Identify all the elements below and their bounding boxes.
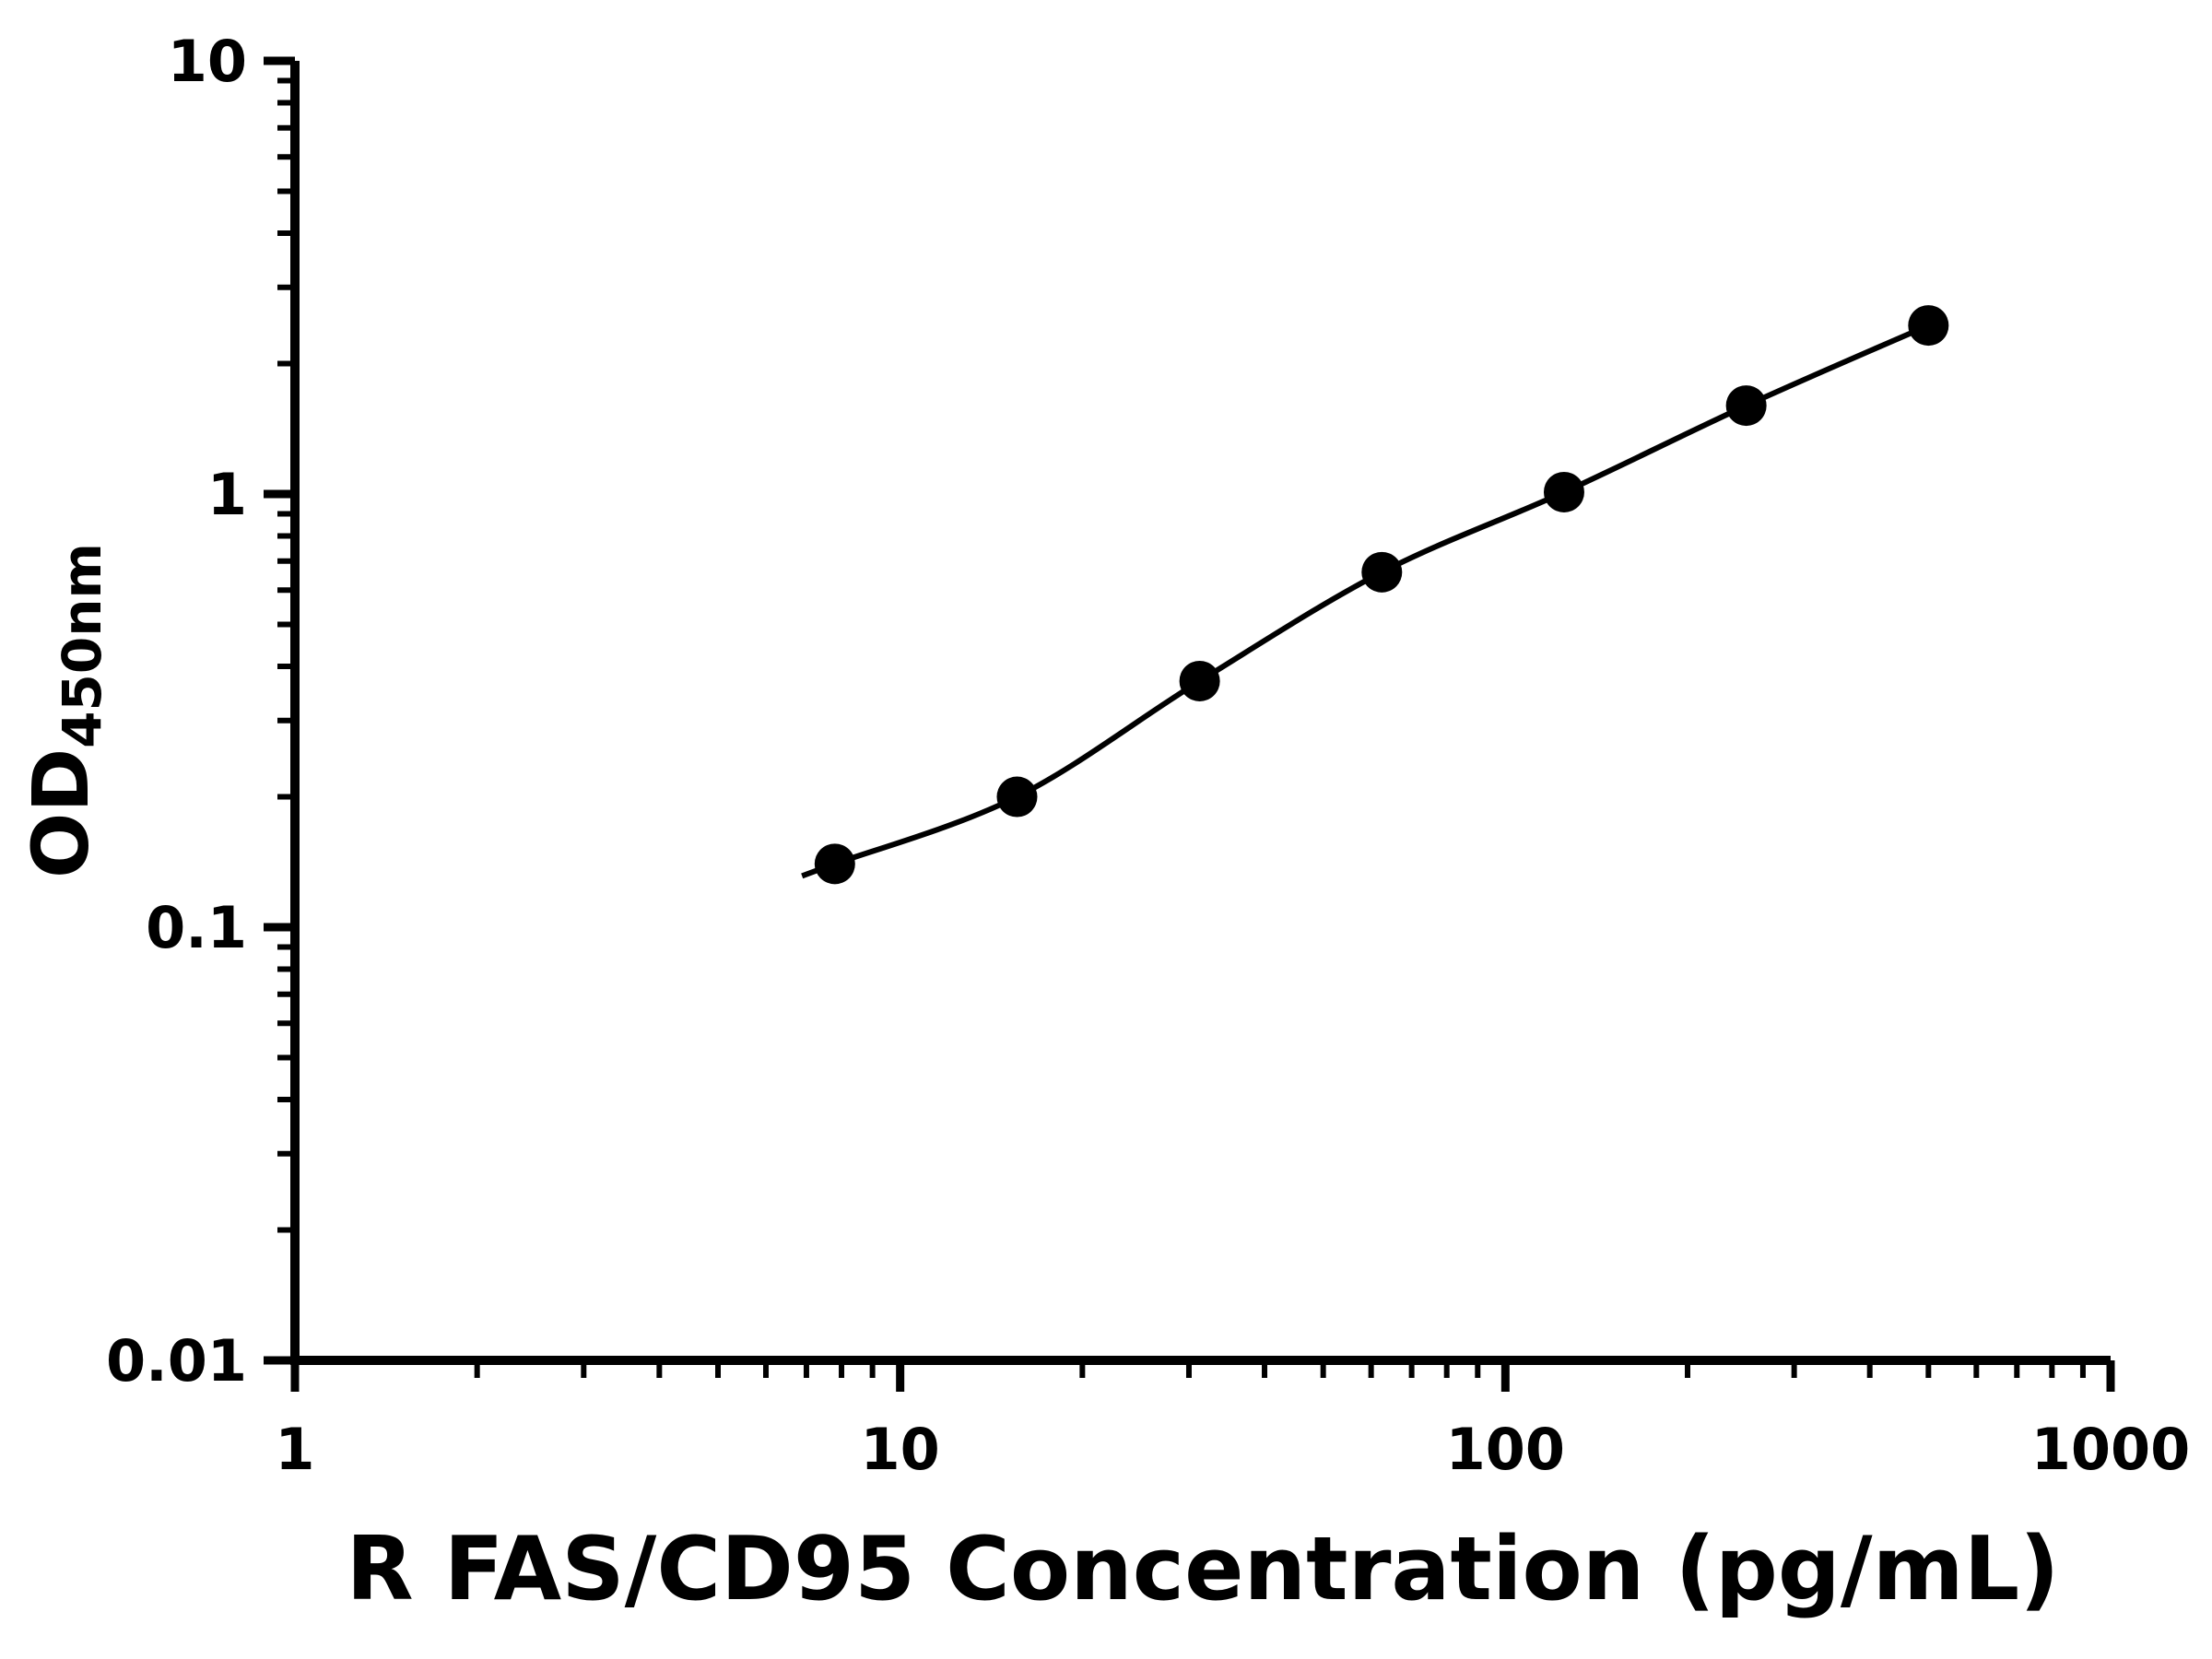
x-tick-label: 10: [861, 1416, 940, 1483]
data-point-marker: [1908, 305, 1949, 347]
data-point-marker: [1543, 471, 1584, 512]
data-point-marker: [814, 843, 855, 885]
x-tick-label: 100: [1446, 1416, 1565, 1483]
x-axis-label: R FAS/CD95 Concentration (pg/mL): [346, 1519, 2059, 1620]
y-tick-label: 10: [168, 28, 247, 95]
data-point-marker: [1725, 385, 1767, 427]
y-axis-label-main: OD: [16, 748, 106, 878]
y-axis-label-sub: 450nm: [51, 543, 113, 748]
x-tick-label: 1000: [2031, 1416, 2191, 1483]
y-tick-label: 0.1: [146, 894, 247, 961]
plot-layer: 1 10 100 1000 0.01 0.1 1 10: [106, 28, 2190, 1483]
data-point-marker: [1361, 551, 1403, 593]
data-point-marker: [996, 776, 1038, 818]
x-tick-label: 1: [275, 1416, 314, 1483]
data-point-marker: [1179, 660, 1220, 701]
y-tick-label: 0.01: [106, 1327, 247, 1394]
axis-spines: [290, 61, 2111, 1365]
y-tick-label: 1: [207, 461, 247, 528]
y-axis-label: OD450nm: [16, 543, 113, 878]
